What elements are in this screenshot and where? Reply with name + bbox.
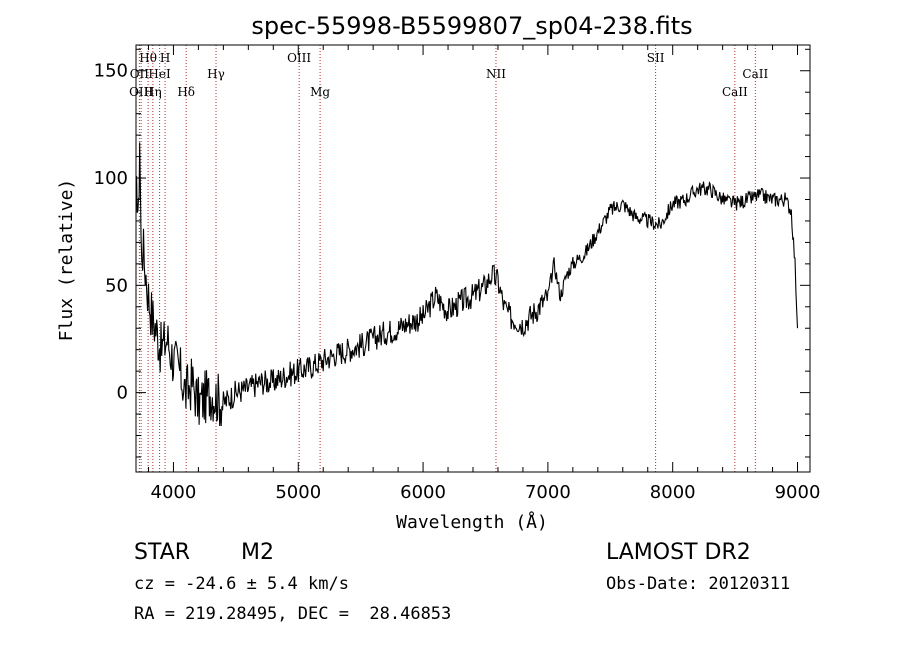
x-tick-label: 7000 [525, 482, 571, 503]
spectral-line-label: Hη [144, 85, 162, 99]
y-tick-label: 0 [117, 383, 128, 404]
spectral-line-label: CaII [722, 85, 748, 99]
spectral-line-label: SII [647, 51, 665, 65]
axes: 4000 5000 6000 7000 8000 9000 0 50 100 150 [94, 45, 821, 503]
x-tick-label: 4000 [151, 482, 197, 503]
plot-frame [135, 44, 811, 473]
chart-title: spec-55998-B5599807_sp04-238.fits [251, 12, 692, 40]
x-tick-label: 6000 [400, 482, 446, 503]
object-class: STAR [134, 540, 191, 565]
spectral-line-label: Hθ [139, 51, 157, 65]
x-tick-label: 9000 [775, 482, 821, 503]
obs-date: Obs-Date: 20120311 [606, 574, 791, 594]
spectral-line-label: HeI [148, 67, 171, 81]
spectral-line-label: H [160, 51, 170, 65]
spectral-line-label: CaII [742, 67, 768, 81]
y-tick-label: 50 [105, 275, 128, 296]
survey-name: LAMOST DR2 [606, 540, 751, 565]
y-tick-label: 100 [94, 168, 128, 189]
object-subclass: M2 [241, 540, 274, 565]
spectral-line-label: OIII [287, 51, 311, 65]
y-axis-label: Flux (relative) [56, 179, 77, 342]
spectral-line-label: Hδ [177, 85, 195, 99]
ra-dec: RA = 219.28495, DEC = 28.46853 [134, 604, 452, 624]
x-tick-label: 5000 [275, 482, 321, 503]
spectral-line-label: OIII [129, 85, 153, 99]
spectral-line-label: OII [130, 67, 150, 81]
spectral-line-label: Hγ [207, 67, 225, 81]
y-tick-label: 150 [94, 61, 128, 82]
spectrum-line [135, 142, 799, 427]
spectral-line-label: Mg [310, 85, 330, 99]
x-tick-label: 8000 [650, 482, 696, 503]
redshift-value: cz = -24.6 ± 5.4 km/s [134, 574, 349, 594]
spectral-line-label: NII [486, 67, 506, 81]
x-axis-label: Wavelength (Å) [396, 511, 548, 533]
